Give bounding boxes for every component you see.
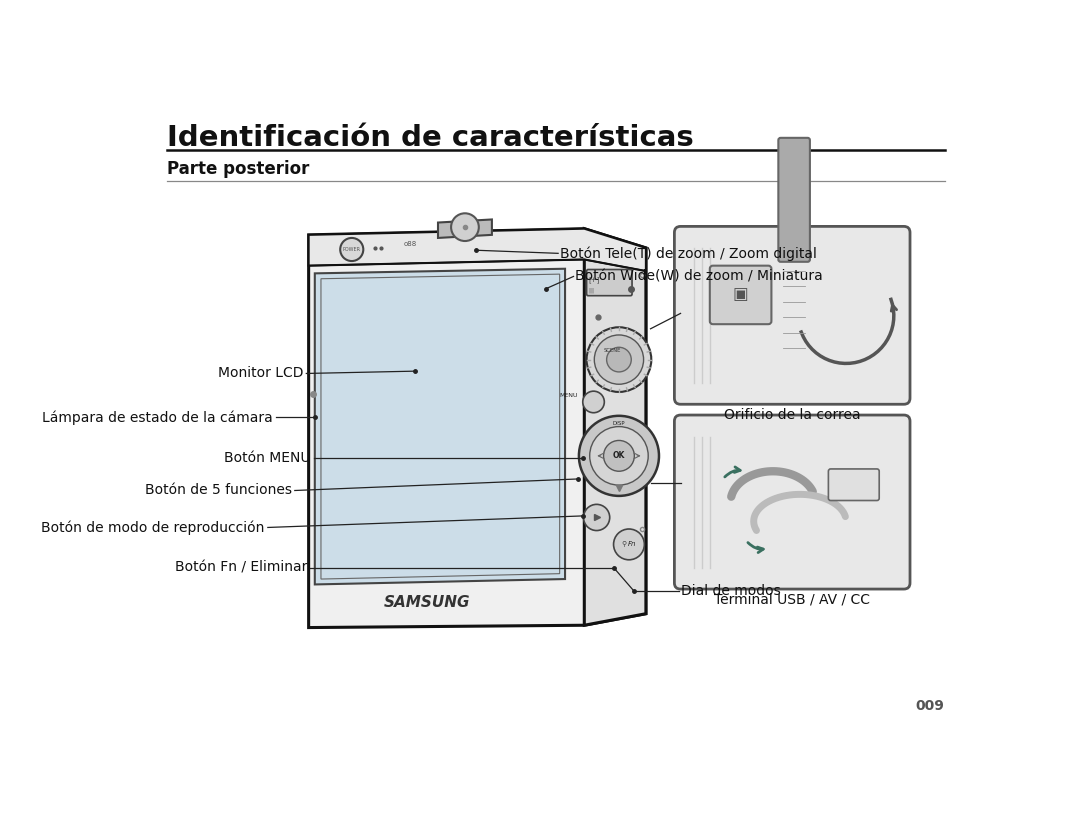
FancyBboxPatch shape [710, 266, 771, 324]
Text: Parte posterior: Parte posterior [167, 160, 309, 178]
Text: OK: OK [612, 452, 625, 460]
FancyBboxPatch shape [674, 227, 910, 404]
Circle shape [594, 335, 644, 384]
Text: SAMSUNG: SAMSUNG [384, 595, 471, 610]
Text: Fn: Fn [627, 541, 636, 548]
FancyBboxPatch shape [586, 270, 632, 296]
Text: DISP: DISP [612, 421, 625, 426]
Text: Botón Fn / Eliminar: Botón Fn / Eliminar [175, 561, 307, 575]
FancyBboxPatch shape [779, 138, 810, 262]
Circle shape [451, 214, 478, 241]
Text: Botón de 5 funciones: Botón de 5 funciones [145, 483, 292, 497]
Text: ⚲: ⚲ [621, 541, 626, 548]
Text: Dial de modos: Dial de modos [680, 584, 780, 597]
Text: |||: ||| [589, 288, 594, 293]
Circle shape [583, 504, 610, 531]
Polygon shape [438, 219, 491, 238]
Circle shape [340, 238, 363, 261]
Circle shape [583, 391, 605, 412]
Circle shape [586, 328, 651, 392]
Circle shape [590, 426, 648, 485]
Circle shape [613, 529, 645, 560]
Text: Botón Tele(T) de zoom / Zoom digital: Botón Tele(T) de zoom / Zoom digital [559, 246, 816, 261]
Circle shape [604, 440, 634, 471]
Polygon shape [314, 269, 565, 584]
Text: Botón Wide(W) de zoom / Miniatura: Botón Wide(W) de zoom / Miniatura [575, 270, 823, 284]
Text: 009: 009 [916, 699, 945, 713]
Text: Terminal USB / AV / CC: Terminal USB / AV / CC [714, 593, 870, 607]
Text: Orificio de la correa: Orificio de la correa [724, 408, 861, 422]
Text: MENU: MENU [559, 394, 578, 399]
Polygon shape [584, 229, 646, 625]
Text: [+]: [+] [589, 276, 599, 283]
FancyBboxPatch shape [674, 415, 910, 589]
Circle shape [607, 347, 632, 372]
Text: Lámpara de estado de la cámara: Lámpara de estado de la cámara [42, 410, 272, 425]
Text: POWER: POWER [342, 247, 361, 252]
Polygon shape [309, 229, 646, 628]
Text: ▣: ▣ [732, 285, 748, 303]
Circle shape [579, 416, 659, 496]
Text: Identificación de características: Identificación de características [167, 124, 693, 152]
Text: o88: o88 [403, 240, 417, 247]
Text: SCENE: SCENE [604, 348, 621, 353]
Polygon shape [309, 229, 646, 271]
Text: Botón de modo de reproducción: Botón de modo de reproducción [41, 520, 265, 535]
Text: Monitor LCD: Monitor LCD [218, 367, 303, 381]
Text: Botón MENU: Botón MENU [225, 452, 311, 465]
Polygon shape [321, 274, 559, 579]
FancyBboxPatch shape [828, 469, 879, 500]
